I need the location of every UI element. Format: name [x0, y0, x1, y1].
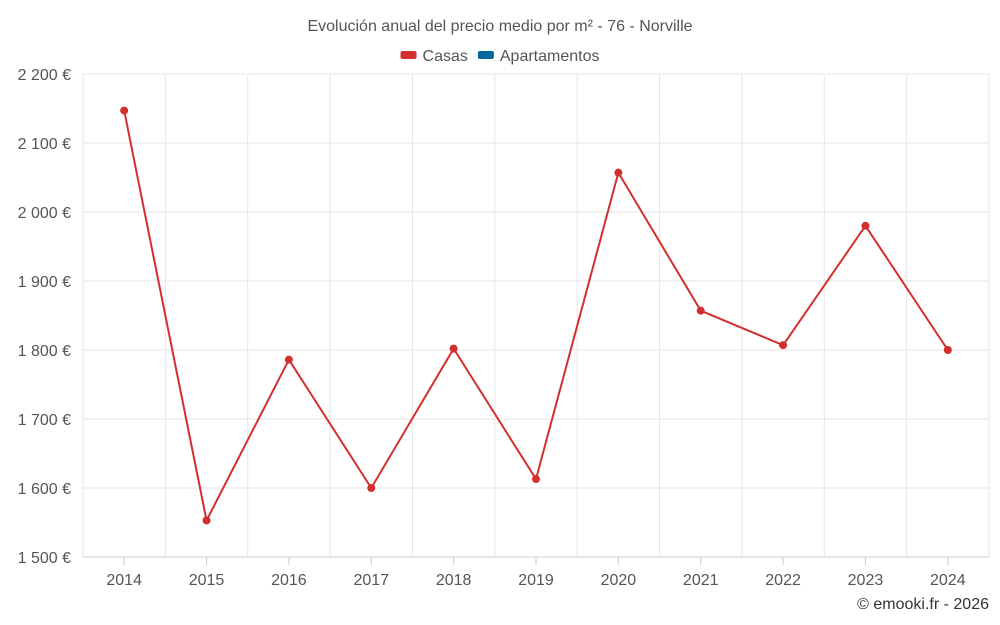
y-tick-label: 1 800 €: [18, 343, 71, 360]
data-point[interactable]: [696, 306, 705, 315]
chart-title: Evolución anual del precio medio por m² …: [307, 18, 692, 35]
x-tick-label: 2020: [601, 572, 637, 589]
x-tick-label: 2016: [271, 572, 307, 589]
data-point[interactable]: [284, 355, 293, 364]
x-tick-label: 2023: [848, 572, 884, 589]
y-tick-label: 2 200 €: [18, 67, 71, 84]
y-tick-label: 2 100 €: [18, 136, 71, 153]
data-point[interactable]: [779, 341, 788, 350]
y-tick-label: 1 500 €: [18, 550, 71, 567]
y-tick-label: 1 600 €: [18, 481, 71, 498]
x-tick-label: 2019: [518, 572, 554, 589]
legend-label: Apartamentos: [500, 48, 600, 65]
series-layer: [120, 106, 952, 525]
y-axis: 1 500 € 1 600 € 1 700 € 1 800 € 1 900 € 2 000…: [18, 67, 71, 567]
x-tick-label: 2018: [436, 572, 472, 589]
data-point[interactable]: [367, 484, 376, 492]
x-tick-label: 2017: [353, 572, 389, 589]
x-axis: 2014 2015 2016 2017 2018 2019 2020 2021 2022 2023…: [106, 557, 966, 589]
legend: Casas Apartamentos: [400, 48, 600, 65]
y-tick-label: 2 000 €: [18, 205, 71, 222]
legend-swatch: [477, 51, 494, 59]
data-point[interactable]: [614, 168, 623, 177]
legend-item-casas[interactable]: Casas: [400, 48, 468, 65]
data-point[interactable]: [943, 346, 952, 354]
x-tick-label: 2014: [106, 572, 142, 589]
y-tick-label: 1 700 €: [18, 412, 71, 429]
legend-swatch: [400, 51, 417, 59]
x-tick-label: 2024: [930, 572, 966, 589]
data-point[interactable]: [532, 475, 540, 484]
x-tick-label: 2022: [765, 572, 801, 589]
x-tick-label: 2015: [189, 572, 225, 589]
legend-item-apartamentos[interactable]: Apartamentos: [477, 48, 600, 65]
data-point[interactable]: [202, 516, 211, 525]
credit-text: © emooki.fr - 2026: [857, 596, 989, 613]
data-point[interactable]: [120, 106, 129, 115]
x-tick-label: 2021: [683, 572, 719, 589]
y-tick-label: 1 900 €: [18, 274, 71, 291]
data-point[interactable]: [449, 344, 458, 353]
grid: [82, 73, 990, 558]
legend-label: Casas: [423, 48, 468, 65]
data-point[interactable]: [861, 221, 870, 230]
